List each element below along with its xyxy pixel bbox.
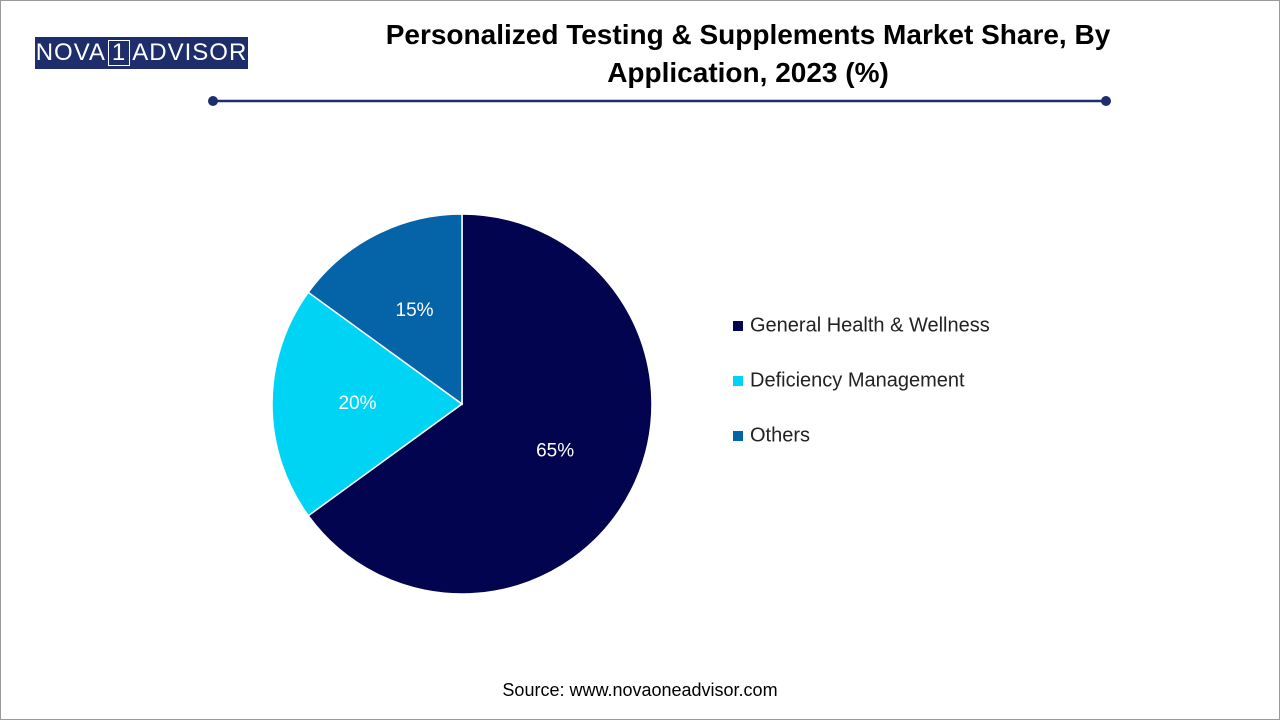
source: Source: www.novaoneadvisor.com	[502, 680, 778, 700]
logo-text: ADVISOR	[132, 39, 248, 66]
logo-mark: 1	[107, 40, 131, 66]
rule-dot	[1101, 96, 1111, 106]
logo: NOVA 1 ADVISOR	[35, 37, 248, 69]
pie-slice	[307, 213, 653, 595]
data-label: 15%	[396, 300, 434, 321]
pie-slice	[307, 213, 463, 406]
pie-slice	[271, 291, 464, 517]
legend-marker	[733, 431, 743, 441]
legend-label: Others	[750, 424, 810, 446]
chart-title: Personalized Testing & Supplements Marke…	[385, 19, 1111, 88]
data-label: 65%	[536, 440, 574, 461]
legend-label: General Health & Wellness	[750, 314, 990, 336]
legend-marker	[733, 376, 743, 386]
legend-marker	[733, 321, 743, 331]
data-label: 20%	[338, 393, 376, 414]
rule-dot	[208, 96, 218, 106]
legend-label: Deficiency Management	[750, 369, 965, 391]
logo-text: NOVA	[35, 39, 106, 66]
